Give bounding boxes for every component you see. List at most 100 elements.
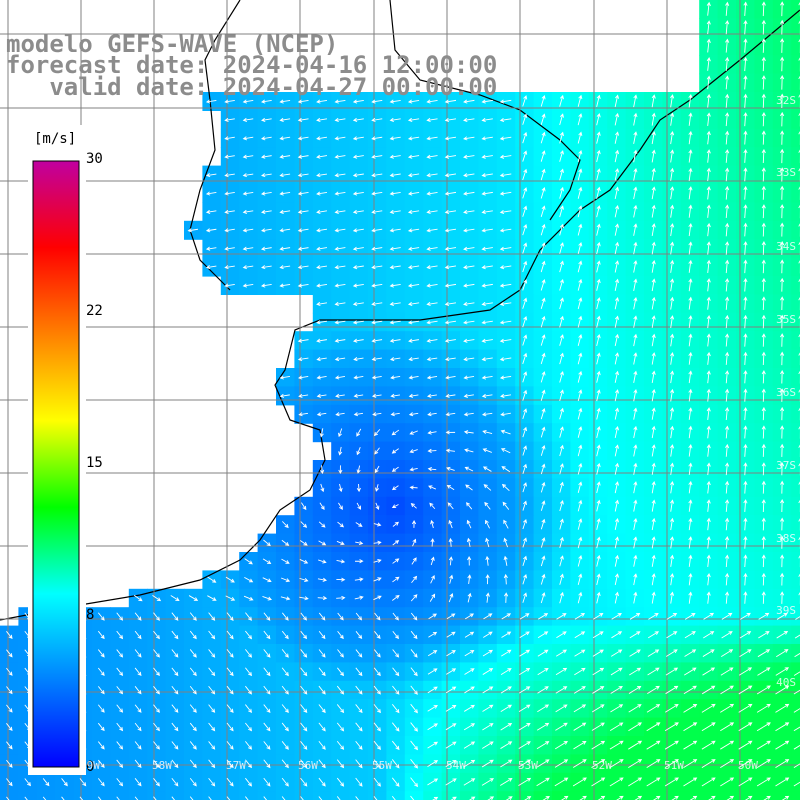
wind-arrow <box>761 259 766 274</box>
wind-arrow <box>688 536 693 549</box>
wind-arrow <box>518 704 531 713</box>
speed-cell <box>791 533 800 553</box>
wind-arrow <box>445 686 457 694</box>
wind-arrow <box>427 393 437 398</box>
wind-arrow <box>761 351 766 366</box>
wind-arrow <box>499 191 512 196</box>
wind-arrow <box>6 723 13 732</box>
wind-arrow <box>208 685 216 695</box>
wind-arrow <box>300 649 308 658</box>
wind-arrow <box>374 631 381 640</box>
wind-arrow <box>776 612 788 620</box>
wind-arrow <box>444 357 456 362</box>
wind-arrow <box>426 357 438 362</box>
wind-arrow <box>798 426 800 439</box>
wind-arrow <box>596 426 601 438</box>
wind-arrow <box>743 1 748 16</box>
wind-arrow <box>242 173 254 178</box>
speed-cell <box>92 791 111 800</box>
wind-arrow <box>614 444 620 457</box>
wind-arrow <box>725 56 730 71</box>
wind-arrow <box>522 371 528 383</box>
wind-arrow <box>647 667 660 676</box>
wind-arrow <box>430 556 435 566</box>
wind-arrow <box>761 19 766 35</box>
wind-arrow <box>577 444 583 457</box>
wind-arrow <box>245 704 253 713</box>
wind-arrow <box>518 759 532 768</box>
wind-arrow <box>426 283 438 288</box>
speed-cell <box>791 331 800 351</box>
colorbar-unit: [m/s] <box>34 131 77 147</box>
speed-cell <box>128 791 148 800</box>
wind-arrow <box>666 612 678 620</box>
wind-arrow <box>318 777 326 787</box>
wind-arrow <box>336 777 345 787</box>
wind-arrow <box>725 462 730 476</box>
wind-arrow <box>670 388 675 402</box>
wind-arrow <box>6 704 13 713</box>
wind-arrow <box>444 99 457 104</box>
wind-arrow <box>373 577 382 582</box>
wind-arrow <box>208 612 216 621</box>
wind-arrow <box>609 722 624 731</box>
wind-arrow <box>725 314 730 329</box>
wind-arrow <box>670 94 675 108</box>
wind-arrow <box>261 136 272 141</box>
wind-arrow <box>577 131 583 144</box>
wind-arrow <box>373 667 381 677</box>
wind-arrow <box>706 38 711 53</box>
wind-arrow <box>97 722 105 732</box>
wind-arrow <box>706 351 711 365</box>
wind-arrow <box>559 131 564 144</box>
wind-arrow <box>263 741 271 750</box>
wind-arrow <box>572 777 587 787</box>
wind-arrow <box>189 685 197 695</box>
lon-label: 58W <box>152 759 172 772</box>
wind-arrow <box>761 314 766 329</box>
wind-arrow <box>208 667 216 677</box>
wind-arrow <box>559 168 564 181</box>
wind-arrow <box>646 777 661 787</box>
wind-arrow <box>577 389 583 402</box>
wind-arrow <box>97 778 105 787</box>
wind-arrow <box>242 136 254 141</box>
wind-arrow <box>389 338 401 343</box>
wind-arrow <box>706 57 711 71</box>
wind-arrow <box>559 315 564 328</box>
wind-arrow <box>670 407 675 420</box>
wind-arrow <box>540 187 546 199</box>
wind-arrow <box>463 430 474 435</box>
wind-arrow <box>591 740 606 750</box>
wind-arrow <box>592 686 605 694</box>
wind-arrow <box>780 517 785 531</box>
wind-arrow <box>522 592 528 603</box>
wind-arrow <box>780 443 785 457</box>
wind-arrow <box>651 94 656 108</box>
wind-arrow <box>577 278 583 291</box>
wind-arrow <box>500 393 512 398</box>
wind-arrow <box>706 407 711 420</box>
speed-cell <box>791 349 800 369</box>
wind-arrow <box>683 667 697 676</box>
wind-arrow <box>407 136 420 141</box>
wind-arrow <box>463 778 476 786</box>
wind-arrow <box>279 154 291 159</box>
wind-arrow <box>281 630 289 640</box>
wind-arrow <box>334 246 346 251</box>
wind-arrow <box>355 685 363 695</box>
wind-arrow <box>300 667 308 677</box>
wind-arrow <box>761 462 766 476</box>
wind-arrow <box>353 412 364 417</box>
wind-arrow <box>725 296 730 310</box>
wind-arrow <box>633 315 638 328</box>
wind-arrow <box>651 573 656 586</box>
wind-arrow <box>756 759 771 768</box>
wind-arrow <box>224 99 235 104</box>
wind-arrow <box>171 722 179 732</box>
wind-arrow <box>318 667 326 677</box>
wind-arrow <box>263 539 271 547</box>
wind-arrow <box>596 554 601 567</box>
wind-arrow <box>463 741 476 749</box>
wind-arrow <box>555 686 568 694</box>
